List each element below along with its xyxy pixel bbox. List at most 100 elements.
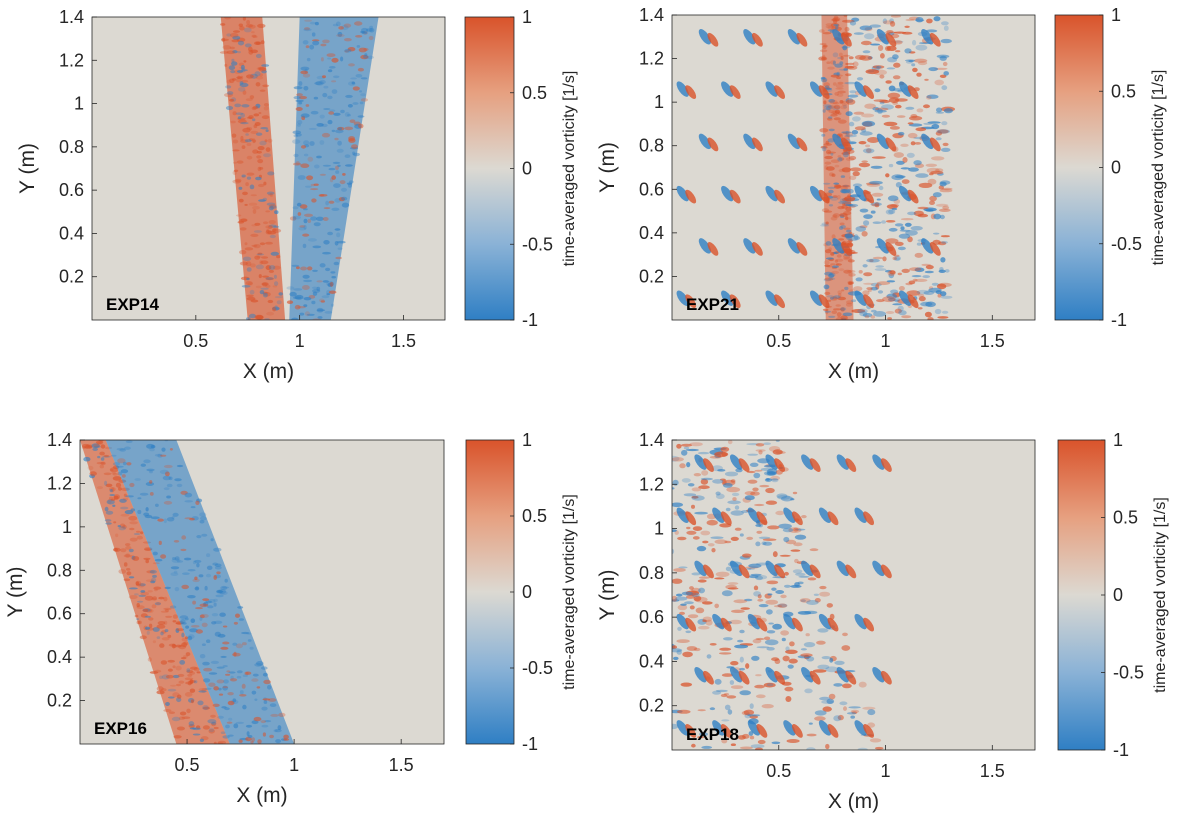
vorticity-speckle [263,106,269,111]
vorticity-speckle [240,135,244,141]
vorticity-streak [943,25,949,31]
vorticity-speckle [264,720,272,723]
vorticity-streak [764,636,771,641]
vorticity-streak [740,607,750,610]
vorticity-speckle [246,176,252,180]
vorticity-speckle [323,240,330,245]
vorticity-streak [771,741,781,745]
colorbar-scale [1054,14,1104,321]
vorticity-streak [876,198,881,201]
vorticity-speckle [176,726,185,731]
vorticity-speckle [113,495,119,500]
vorticity-streak [942,142,949,147]
vorticity-speckle [265,284,271,288]
vorticity-speckle [845,216,849,221]
vorticity-speckle [822,44,828,48]
vorticity-speckle [239,690,244,695]
vorticity-streak [877,290,884,294]
vorticity-streak [904,25,910,28]
vorticity-streak [882,296,896,303]
vorticity-speckle [832,82,837,86]
vorticity-speckle [254,222,261,226]
vorticity-speckle [245,261,252,267]
vorticity-speckle [103,454,110,458]
vorticity-speckle [261,666,268,670]
vorticity-streak [727,587,739,590]
vorticity-streak [673,568,686,572]
vorticity-speckle [350,146,359,150]
vorticity-speckle [251,690,257,695]
vorticity-streak [861,120,876,127]
y-tick-label: 0.6 [47,604,72,624]
vorticity-speckle [255,53,262,59]
vorticity-speckle [316,216,324,221]
vorticity-streak [739,667,745,671]
vorticity-streak [924,311,932,318]
vorticity-streak [747,714,761,717]
vortex-positive [720,724,732,738]
vorticity-streak [715,491,721,496]
y-tick-label: 0.6 [639,179,664,199]
vorticity-streak [862,50,871,54]
y-tick-label: 0.4 [639,223,664,243]
vorticity-speckle [303,304,308,307]
vorticity-streak [757,594,762,599]
vortex-positive [703,458,714,472]
vorticity-speckle [201,622,208,628]
vorticity-speckle [322,280,329,283]
vorticity-streak [881,220,887,224]
vorticity-streak [784,686,794,692]
vorticity-streak [766,471,776,476]
vortex-negative [729,666,743,683]
vorticity-speckle [160,610,169,613]
vorticity-speckle [166,483,173,488]
vorticity-speckle [247,282,253,286]
vorticity-speckle [258,67,267,72]
vorticity-speckle [195,500,200,505]
vorticity-streak [890,203,900,208]
vorticity-speckle [303,153,309,157]
vorticity-speckle [250,194,257,197]
vorticity-speckle [110,468,114,472]
vorticity-speckle [136,535,143,540]
vorticity-streak [862,148,875,154]
vorticity-speckle [368,35,374,41]
vorticity-streak [765,500,778,505]
vorticity-streak [876,281,891,286]
vorticity-speckle [276,300,282,305]
vorticity-speckle [245,133,249,136]
vorticity-speckle [239,261,248,266]
experiment-label: EXP14 [106,295,159,314]
vorticity-speckle [334,198,341,203]
vorticity-speckle [320,57,324,62]
vorticity-speckle [832,60,836,66]
vortex-positive [703,564,714,579]
vorticity-speckle [137,600,144,603]
y-tick-label: 0.6 [59,180,84,200]
vorticity-streak [870,165,883,169]
vortex-positive [738,670,750,685]
vorticity-streak [886,67,896,70]
vorticity-speckle [244,43,252,48]
vorticity-speckle [206,565,213,570]
vorticity-speckle [843,15,848,18]
vorticity-streak [908,60,915,63]
vortex-negative [809,185,823,202]
vorticity-speckle [276,255,281,259]
vorticity-speckle [298,81,303,86]
y-tick-label: 1 [62,517,72,537]
vorticity-streak [782,655,790,662]
vorticity-speckle [154,453,162,457]
vorticity-speckle [336,240,346,244]
vorticity-speckle [152,627,160,632]
vorticity-speckle [841,100,848,104]
vorticity-streak [848,706,861,709]
vortex-negative [676,720,689,736]
vorticity-streak [787,664,794,669]
colorbar-tick-label: 0 [1111,158,1121,178]
vorticity-speckle [237,51,241,54]
vorticity-speckle [171,516,175,519]
vorticity-speckle [134,614,139,618]
vorticity-speckle [830,74,840,78]
vorticity-speckle [112,472,119,476]
